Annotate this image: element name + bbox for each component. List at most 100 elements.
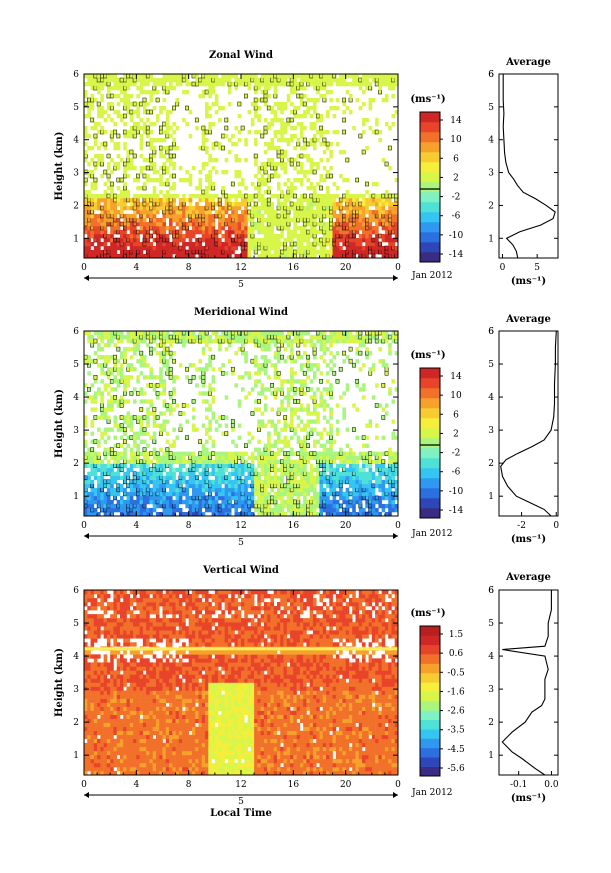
heatmap-cell — [332, 230, 337, 235]
heatmap-cell — [201, 347, 206, 352]
heatmap-cell — [97, 74, 101, 79]
heatmap-cell — [195, 455, 199, 460]
heatmap-cell — [312, 134, 317, 139]
heatmap-cell — [355, 82, 360, 87]
heatmap-cell — [299, 74, 304, 79]
heatmap-cell — [378, 86, 382, 91]
heatmap-cell — [84, 383, 88, 388]
heatmap-cell — [234, 218, 239, 223]
heatmap-cell — [280, 487, 284, 493]
heatmap-cell — [155, 178, 160, 183]
heatmap-cell — [178, 178, 183, 183]
heatmap-cell — [280, 214, 284, 219]
heatmap-cell — [100, 347, 104, 352]
heatmap-cell — [335, 250, 340, 255]
heatmap-cell — [283, 106, 288, 111]
heatmap-cell — [227, 230, 232, 235]
heatmap-cell — [110, 487, 114, 493]
heatmap-cell — [185, 487, 189, 493]
heatmap-cell — [286, 226, 291, 231]
heatmap-cell — [116, 82, 121, 87]
heatmap-cell — [87, 230, 91, 235]
heatmap-cell — [244, 395, 248, 400]
heatmap-cell — [224, 218, 229, 223]
heatmap-cell — [149, 487, 153, 493]
heatmap-cell — [195, 222, 199, 227]
heatmap-cell — [342, 234, 346, 239]
heatmap-cell — [84, 439, 88, 444]
heatmap-cell — [149, 435, 153, 440]
heatmap-cell — [290, 254, 294, 259]
heatmap-cell — [303, 78, 307, 83]
heatmap-cell — [286, 391, 291, 396]
heatmap-cell — [142, 463, 147, 469]
heatmap-cell — [241, 250, 245, 255]
heatmap-cell — [208, 214, 212, 219]
heatmap-cell — [116, 331, 121, 336]
heatmap-cell — [110, 399, 114, 404]
heatmap-cell — [234, 491, 239, 497]
heatmap-cell — [303, 246, 307, 251]
heatmap-cell — [106, 202, 111, 207]
heatmap-cell — [267, 198, 271, 203]
heatmap-cell — [191, 415, 196, 420]
heatmap-cell — [152, 178, 157, 183]
heatmap-cell — [162, 90, 167, 95]
heatmap-cell — [159, 222, 163, 227]
heatmap-cell — [218, 198, 222, 203]
heatmap-cell — [93, 74, 98, 79]
heatmap-cell — [198, 471, 203, 477]
contour-mark — [230, 181, 235, 187]
heatmap-cell — [263, 475, 268, 481]
heatmap-cell — [178, 455, 183, 460]
heatmap-cell — [169, 507, 173, 513]
x-tick-label: 4 — [133, 263, 139, 273]
heatmap-cell — [93, 234, 98, 239]
heatmap-cell — [159, 367, 163, 372]
heatmap-cell — [234, 170, 239, 175]
heatmap-cell — [260, 166, 265, 171]
heatmap-cell — [195, 467, 199, 473]
heatmap-cell — [371, 254, 376, 259]
heatmap-cell — [123, 222, 127, 227]
heatmap-cell — [119, 238, 124, 243]
heatmap-cell — [312, 250, 317, 255]
heatmap-cell — [129, 254, 134, 259]
heatmap-cell — [234, 82, 239, 87]
heatmap-cell — [142, 206, 147, 211]
colorbar-tick-label: -10 — [449, 231, 464, 241]
heatmap-cell — [103, 439, 108, 444]
contour-mark — [342, 129, 346, 135]
heatmap-cell — [283, 435, 288, 440]
heatmap-cell — [129, 487, 134, 493]
heatmap-cell — [165, 178, 170, 183]
heatmap-cell — [87, 174, 91, 179]
heatmap-cell — [110, 134, 114, 139]
heatmap-cell — [123, 86, 127, 91]
heatmap-cell — [84, 214, 88, 219]
heatmap-cell — [263, 463, 268, 469]
heatmap-cell — [185, 122, 189, 127]
heatmap-cell — [244, 250, 248, 255]
heatmap-cell — [303, 170, 307, 175]
heatmap-cell — [306, 210, 310, 215]
heatmap-cell — [133, 134, 137, 139]
heatmap-cell — [155, 198, 160, 203]
heatmap-cell — [188, 182, 193, 187]
heatmap-cell — [319, 94, 324, 99]
heatmap-cell — [116, 110, 121, 115]
heatmap-cell — [169, 471, 173, 477]
heatmap-cell — [306, 222, 310, 227]
heatmap-cell — [237, 238, 242, 243]
heatmap-cell — [280, 154, 284, 159]
heatmap-cell — [201, 206, 206, 211]
heatmap-cell — [100, 130, 104, 135]
heatmap-cell — [201, 254, 206, 259]
heatmap-cell — [303, 110, 307, 115]
heatmap-cell — [237, 78, 242, 83]
heatmap-cell — [319, 118, 324, 123]
heatmap-cell — [90, 202, 95, 207]
heatmap-cell — [394, 254, 399, 259]
heatmap-cell — [146, 250, 150, 255]
